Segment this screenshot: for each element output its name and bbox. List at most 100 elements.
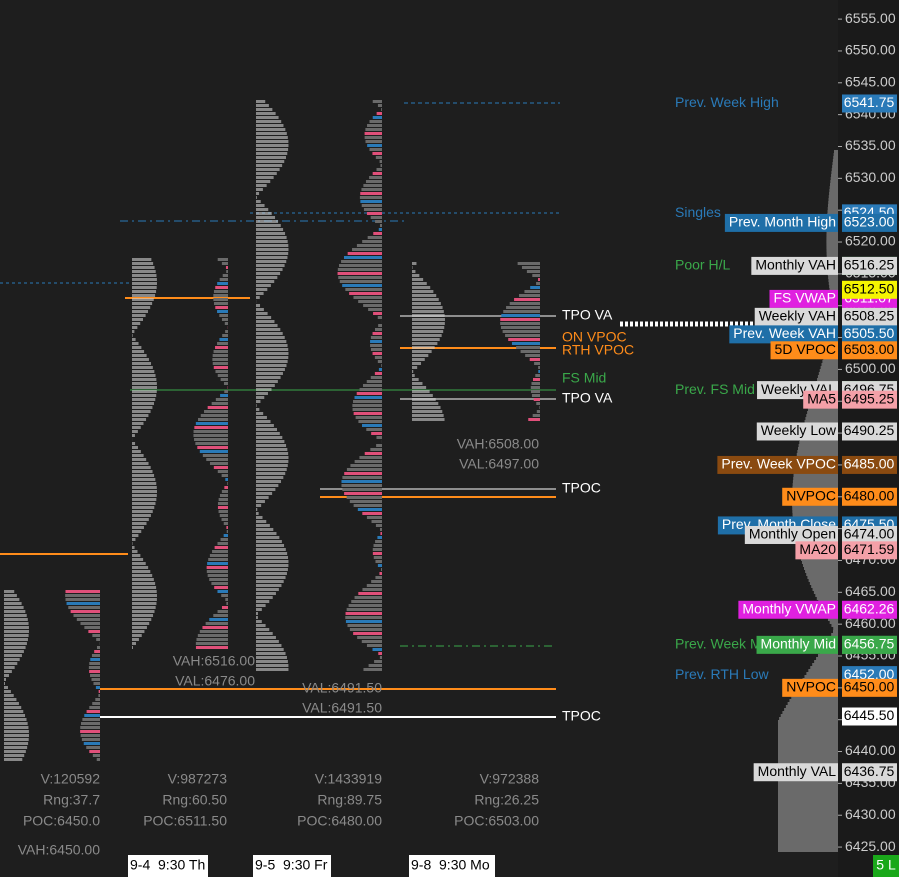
profile-bar xyxy=(360,200,382,203)
volume-profile-bar xyxy=(778,804,838,807)
tpo-bar xyxy=(4,590,15,593)
tpo-bar xyxy=(412,286,431,289)
profile-bar xyxy=(363,184,382,187)
tpo-bar xyxy=(132,270,156,273)
profile-bar xyxy=(538,366,540,369)
profile-bar xyxy=(342,284,382,287)
tpo-bar xyxy=(256,576,286,579)
volume-profile-bar xyxy=(778,783,838,786)
volume-profile-bar xyxy=(832,159,838,162)
tpo-bar xyxy=(4,678,7,681)
tpo-bar xyxy=(4,618,28,621)
tpo-bar xyxy=(256,432,280,435)
tpo-bar xyxy=(132,326,138,329)
tpo-bar xyxy=(4,710,24,713)
volume-profile-bar xyxy=(828,195,838,198)
volume-profile-bar xyxy=(797,450,838,453)
profile-bar xyxy=(226,526,228,529)
tpo-bar xyxy=(256,568,288,571)
profile-bar xyxy=(367,236,382,239)
profile-bar xyxy=(222,334,228,337)
profile-bar xyxy=(368,308,382,311)
tpo-bar xyxy=(256,116,279,119)
tick-label: 6430.00 xyxy=(845,806,896,822)
tpo-bar xyxy=(412,398,436,401)
tpo-bar xyxy=(4,602,22,605)
tpo-bar xyxy=(256,152,288,155)
volume-profile-bar xyxy=(780,714,838,717)
price-tag-label: 6505.50 xyxy=(844,325,895,341)
tpo-bar xyxy=(4,686,8,689)
profile-bar xyxy=(217,542,228,545)
volume-profile-bar xyxy=(832,162,838,165)
tick-label: 6555.00 xyxy=(845,10,896,26)
tpo-bar xyxy=(256,448,288,451)
tpo-bar xyxy=(132,382,157,385)
session-volume: V:972388 xyxy=(480,771,540,787)
tpo-bar xyxy=(412,346,435,349)
tpo-bar xyxy=(256,228,284,231)
tpo-bar xyxy=(132,478,156,481)
tpo-bar xyxy=(256,232,286,235)
status-box xyxy=(873,855,899,877)
profile-bar xyxy=(346,468,382,471)
profile-bar xyxy=(217,282,228,285)
profile-bar xyxy=(374,356,382,359)
volume-profile-bar xyxy=(778,834,838,837)
level-name-box xyxy=(795,541,838,560)
volume-profile-bar xyxy=(820,366,838,369)
profile-bar xyxy=(363,208,382,211)
volume-profile-bar xyxy=(778,849,838,852)
volume-profile-bar xyxy=(822,360,838,363)
volume-profile-bar xyxy=(778,732,838,735)
tpo-bar xyxy=(412,322,445,325)
price-tag xyxy=(842,487,897,506)
volume-profile-bar xyxy=(827,204,838,207)
profile-bar xyxy=(217,610,228,613)
price-tag xyxy=(842,213,897,232)
tpo-bar xyxy=(132,342,139,345)
profile-bar xyxy=(372,116,382,119)
volume-profile-bar xyxy=(821,363,838,366)
profile-bar xyxy=(212,550,228,553)
profile-bar xyxy=(227,482,228,485)
profile-bar xyxy=(83,742,100,745)
tpo-bar xyxy=(132,510,153,513)
price-tag-label: 6516.25 xyxy=(844,257,895,273)
volume-profile-bar xyxy=(797,447,838,450)
profile-bar xyxy=(344,472,382,475)
tpo-bar xyxy=(4,594,17,597)
level-name: Prev. RTH Low xyxy=(675,666,770,682)
profile-bar xyxy=(223,522,228,525)
volume-profile-bar xyxy=(806,672,838,675)
profile-bar xyxy=(213,350,228,353)
tpo-bar xyxy=(412,370,414,373)
tpo-bar xyxy=(256,248,289,251)
profile-bar xyxy=(361,204,382,207)
level-name-box xyxy=(724,213,838,232)
profile-bar xyxy=(377,360,382,363)
profile-bar xyxy=(366,584,382,587)
profile-bar xyxy=(65,594,100,597)
profile-bar xyxy=(374,372,382,375)
profile-bar xyxy=(369,120,382,123)
level-name-box xyxy=(782,678,838,697)
price-tag xyxy=(842,390,897,409)
tpo-bar xyxy=(412,290,434,293)
volume-profile-bar xyxy=(778,831,838,834)
tpo-bar xyxy=(412,266,413,269)
tpo-bar xyxy=(256,320,275,323)
volume-profile-bar xyxy=(778,729,838,732)
tpo-bar xyxy=(132,318,143,321)
volume-profile-bar xyxy=(831,168,838,171)
profile-bar xyxy=(213,366,228,369)
profile-bar xyxy=(89,662,100,665)
profile-bar xyxy=(509,302,540,305)
volume-profile-bar xyxy=(778,756,838,759)
profile-bar xyxy=(98,690,100,693)
level-name: Prev. Week High xyxy=(675,94,779,110)
profile-bar xyxy=(366,380,382,383)
tpo-bar xyxy=(412,314,445,317)
tpo-bar xyxy=(256,148,289,151)
profile-bar xyxy=(500,318,540,321)
